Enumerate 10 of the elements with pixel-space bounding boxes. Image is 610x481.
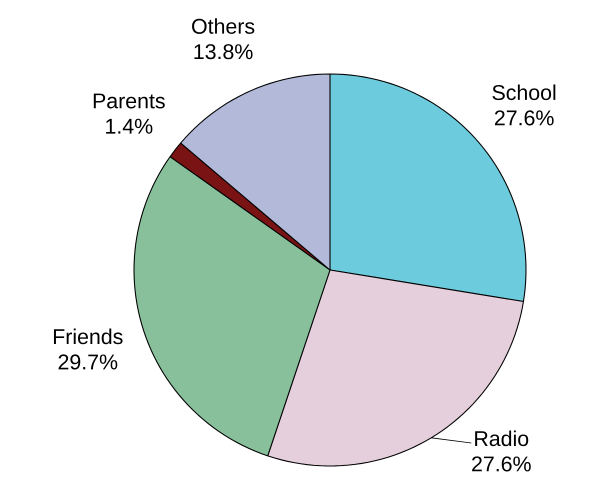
slice-label: School bbox=[492, 84, 556, 100]
data-label: 29.7% bbox=[58, 354, 118, 370]
slice-label: Radio bbox=[475, 430, 528, 446]
slice-label: Friends bbox=[54, 328, 123, 344]
slice-label: Others bbox=[192, 18, 254, 34]
data-label: 13.8% bbox=[194, 44, 253, 60]
data-label: 27.6% bbox=[472, 456, 531, 472]
data-label: 1.4% bbox=[106, 118, 152, 134]
data-label: 27.6% bbox=[494, 110, 554, 126]
slice-label: Parents bbox=[94, 94, 165, 108]
